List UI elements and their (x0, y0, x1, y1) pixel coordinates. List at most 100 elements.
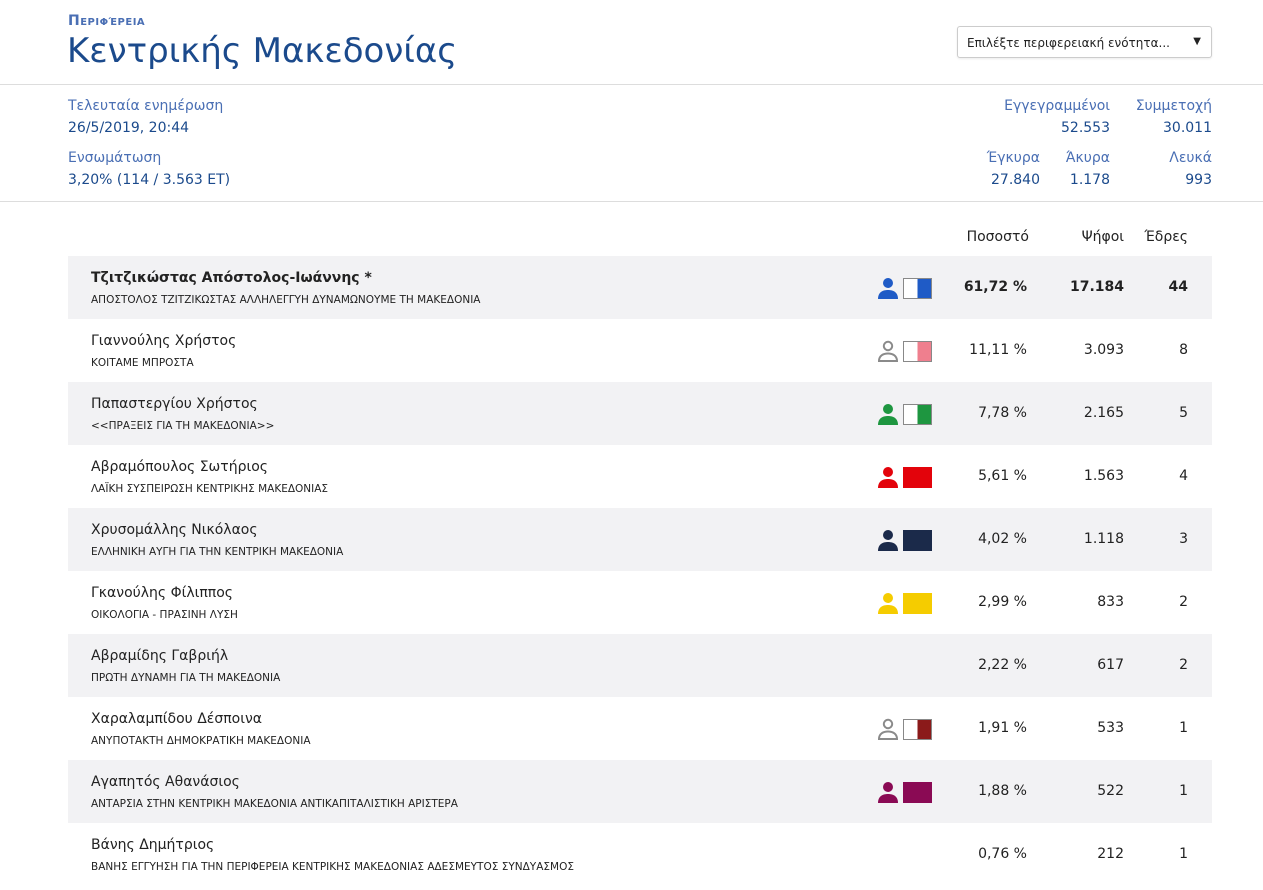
table-row[interactable]: Χρυσομάλλης Νικόλαος ΕΛΛΗΝΙΚΗ ΑΥΓΗ ΓΙΑ ΤΗ… (68, 508, 1212, 571)
seats-cell: 3 (1179, 531, 1188, 547)
party-name: ΒΑΝΗΣ ΕΓΓΥΗΣΗ ΓΙΑ ΤΗΝ ΠΕΡΙΦΕΡΕΙΑ ΚΕΝΤΡΙΚ… (91, 861, 574, 873)
party-name: <<ΠΡΑΞΕΙΣ ΓΙΑ ΤΗ ΜΑΚΕΔΟΝΙΑ>> (91, 420, 275, 432)
person-icon (878, 593, 898, 614)
table-row[interactable]: Χαραλαμπίδου Δέσποινα ΑΝΥΠΟΤΑΚΤΗ ΔΗΜΟΚΡΑΤ… (68, 697, 1212, 760)
percent-cell: 4,02 % (978, 531, 1027, 547)
percent-cell: 1,91 % (978, 720, 1027, 736)
seats-cell: 8 (1179, 342, 1188, 358)
party-name: ΕΛΛΗΝΙΚΗ ΑΥΓΗ ΓΙΑ ΤΗΝ ΚΕΝΤΡΙΚΗ ΜΑΚΕΔΟΝΙΑ (91, 546, 344, 558)
candidate-name: Αβραμίδης Γαβριήλ (91, 648, 229, 664)
candidate-name: Χρυσομάλλης Νικόλαος (91, 522, 258, 538)
last-update-value: 26/5/2019, 20:44 (68, 120, 190, 136)
party-color-swatch (903, 467, 932, 488)
votes-cell: 522 (1097, 783, 1124, 799)
turnout-label: Συμμετοχή (1135, 98, 1212, 114)
chevron-down-icon: ▼ (1193, 36, 1201, 47)
votes-cell: 1.118 (1083, 531, 1124, 547)
page-header: Περιφέρεια Κεντρικής Μακεδονίας Επιλέξτε… (0, 0, 1263, 85)
seats-cell: 44 (1168, 279, 1188, 295)
table-row[interactable]: Αγαπητός Αθανάσιος ΑΝΤΑΡΣΙΑ ΣΤΗΝ ΚΕΝΤΡΙΚΗ… (68, 760, 1212, 823)
regional-unit-select-value: Επιλέξτε περιφερειακή ενότητα... (967, 36, 1170, 50)
regional-unit-select[interactable]: Επιλέξτε περιφερειακή ενότητα... ▼ (957, 26, 1212, 58)
table-header: Ποσοστό Ψήφοι Έδρες (68, 215, 1212, 256)
person-icon (878, 782, 898, 803)
person-outline-icon (877, 340, 899, 362)
party-color-swatch (903, 530, 932, 551)
table-row[interactable]: Τζιτζικώστας Απόστολος-Ιωάννης * ΑΠΟΣΤΟΛΟ… (68, 256, 1212, 319)
party-color-swatch (903, 341, 932, 362)
votes-cell: 17.184 (1069, 279, 1124, 295)
table-row[interactable]: Αβραμόπουλος Σωτήριος ΛΑΪΚΗ ΣΥΣΠΕΙΡΩΣΗ ΚΕ… (68, 445, 1212, 508)
registered-value: 52.553 (1061, 120, 1110, 136)
party-name: ΑΠΟΣΤΟΛΟΣ ΤΖΙΤΖΙΚΩΣΤΑΣ ΑΛΛΗΛΕΓΓΥΗ ΔΥΝΑΜΩ… (91, 294, 481, 306)
candidate-name: Αγαπητός Αθανάσιος (91, 774, 240, 790)
seats-cell: 5 (1179, 405, 1188, 421)
registered-label: Εγγεγραμμένοι (1004, 98, 1110, 114)
percent-cell: 7,78 % (978, 405, 1027, 421)
candidate-name: Βάνης Δημήτριος (91, 837, 215, 853)
seats-cell: 2 (1179, 594, 1188, 610)
page-title: Κεντρικής Μακεδονίας (67, 31, 458, 71)
integration-value: 3,20% (114 / 3.563 ΕΤ) (68, 172, 231, 188)
votes-cell: 617 (1097, 657, 1124, 673)
table-row[interactable]: Γιαννούλης Χρήστος ΚΟΙΤΑΜΕ ΜΠΡΟΣΤΑ 11,11 %… (68, 319, 1212, 382)
percent-cell: 2,22 % (978, 657, 1027, 673)
party-name: ΛΑΪΚΗ ΣΥΣΠΕΙΡΩΣΗ ΚΕΝΤΡΙΚΗΣ ΜΑΚΕΔΟΝΙΑΣ (91, 483, 329, 495)
votes-cell: 212 (1097, 846, 1124, 862)
person-icon (878, 467, 898, 488)
blank-value: 993 (1185, 172, 1212, 188)
candidate-name: Χαραλαμπίδου Δέσποινα (91, 711, 263, 727)
votes-cell: 533 (1097, 720, 1124, 736)
party-color-swatch (903, 593, 932, 614)
column-header-votes: Ψήφοι (1081, 229, 1124, 245)
valid-value: 27.840 (991, 172, 1040, 188)
candidate-name: Γιαννούλης Χρήστος (91, 333, 237, 349)
votes-cell: 3.093 (1083, 342, 1124, 358)
party-color-swatch (903, 278, 932, 299)
party-name: ΑΝΥΠΟΤΑΚΤΗ ΔΗΜΟΚΡΑΤΙΚΗ ΜΑΚΕΔΟΝΙΑ (91, 735, 311, 747)
seats-cell: 2 (1179, 657, 1188, 673)
percent-cell: 5,61 % (978, 468, 1027, 484)
turnout-value: 30.011 (1163, 120, 1212, 136)
seats-cell: 1 (1179, 846, 1188, 862)
votes-cell: 2.165 (1083, 405, 1124, 421)
column-header-percent: Ποσοστό (966, 229, 1029, 245)
percent-cell: 0,76 % (978, 846, 1027, 862)
blank-label: Λευκά (1169, 150, 1212, 166)
party-name: ΑΝΤΑΡΣΙΑ ΣΤΗΝ ΚΕΝΤΡΙΚΗ ΜΑΚΕΔΟΝΙΑ ΑΝΤΙΚΑΠ… (91, 798, 458, 810)
party-name: ΚΟΙΤΑΜΕ ΜΠΡΟΣΤΑ (91, 357, 194, 369)
person-icon (878, 404, 898, 425)
invalid-value: 1.178 (1069, 172, 1110, 188)
candidate-name: Τζιτζικώστας Απόστολος-Ιωάννης * (91, 270, 372, 286)
table-body: Τζιτζικώστας Απόστολος-Ιωάννης * ΑΠΟΣΤΟΛΟ… (68, 256, 1212, 886)
candidate-name: Γκανούλης Φίλιππος (91, 585, 234, 601)
results-table: Ποσοστό Ψήφοι Έδρες Τζιτζικώστας Απόστολ… (68, 215, 1212, 886)
percent-cell: 11,11 % (969, 342, 1027, 358)
votes-cell: 1.563 (1083, 468, 1124, 484)
region-kicker: Περιφέρεια (68, 13, 146, 29)
seats-cell: 1 (1179, 783, 1188, 799)
percent-cell: 1,88 % (978, 783, 1027, 799)
percent-cell: 2,99 % (978, 594, 1027, 610)
party-name: ΠΡΩΤΗ ΔΥΝΑΜΗ ΓΙΑ ΤΗ ΜΑΚΕΔΟΝΙΑ (91, 672, 281, 684)
table-row[interactable]: Βάνης Δημήτριος ΒΑΝΗΣ ΕΓΓΥΗΣΗ ΓΙΑ ΤΗΝ ΠΕΡ… (68, 823, 1212, 886)
percent-cell: 61,72 % (963, 279, 1027, 295)
person-icon (878, 278, 898, 299)
party-color-swatch (903, 719, 932, 740)
table-row[interactable]: Παπαστεργίου Χρήστος <<ΠΡΑΞΕΙΣ ΓΙΑ ΤΗ ΜΑΚ… (68, 382, 1212, 445)
table-row[interactable]: Αβραμίδης Γαβριήλ ΠΡΩΤΗ ΔΥΝΑΜΗ ΓΙΑ ΤΗ ΜΑΚ… (68, 634, 1212, 697)
column-header-seats: Έδρες (1144, 229, 1188, 245)
seats-cell: 4 (1179, 468, 1188, 484)
party-color-swatch (903, 782, 932, 803)
last-update-label: Τελευταία ενημέρωση (68, 98, 224, 114)
valid-label: Έγκυρα (986, 150, 1040, 166)
party-color-swatch (903, 404, 932, 425)
table-row[interactable]: Γκανούλης Φίλιππος ΟΙΚΟΛΟΓΙΑ - ΠΡΑΣΙΝΗ ΛΥ… (68, 571, 1212, 634)
integration-label: Ενσωμάτωση (68, 150, 162, 166)
person-outline-icon (877, 718, 899, 740)
votes-cell: 833 (1097, 594, 1124, 610)
stats-panel: Τελευταία ενημέρωση 26/5/2019, 20:44 Ενσ… (0, 85, 1263, 202)
candidate-name: Παπαστεργίου Χρήστος (91, 396, 258, 412)
candidate-name: Αβραμόπουλος Σωτήριος (91, 459, 268, 475)
party-name: ΟΙΚΟΛΟΓΙΑ - ΠΡΑΣΙΝΗ ΛΥΣΗ (91, 609, 238, 621)
